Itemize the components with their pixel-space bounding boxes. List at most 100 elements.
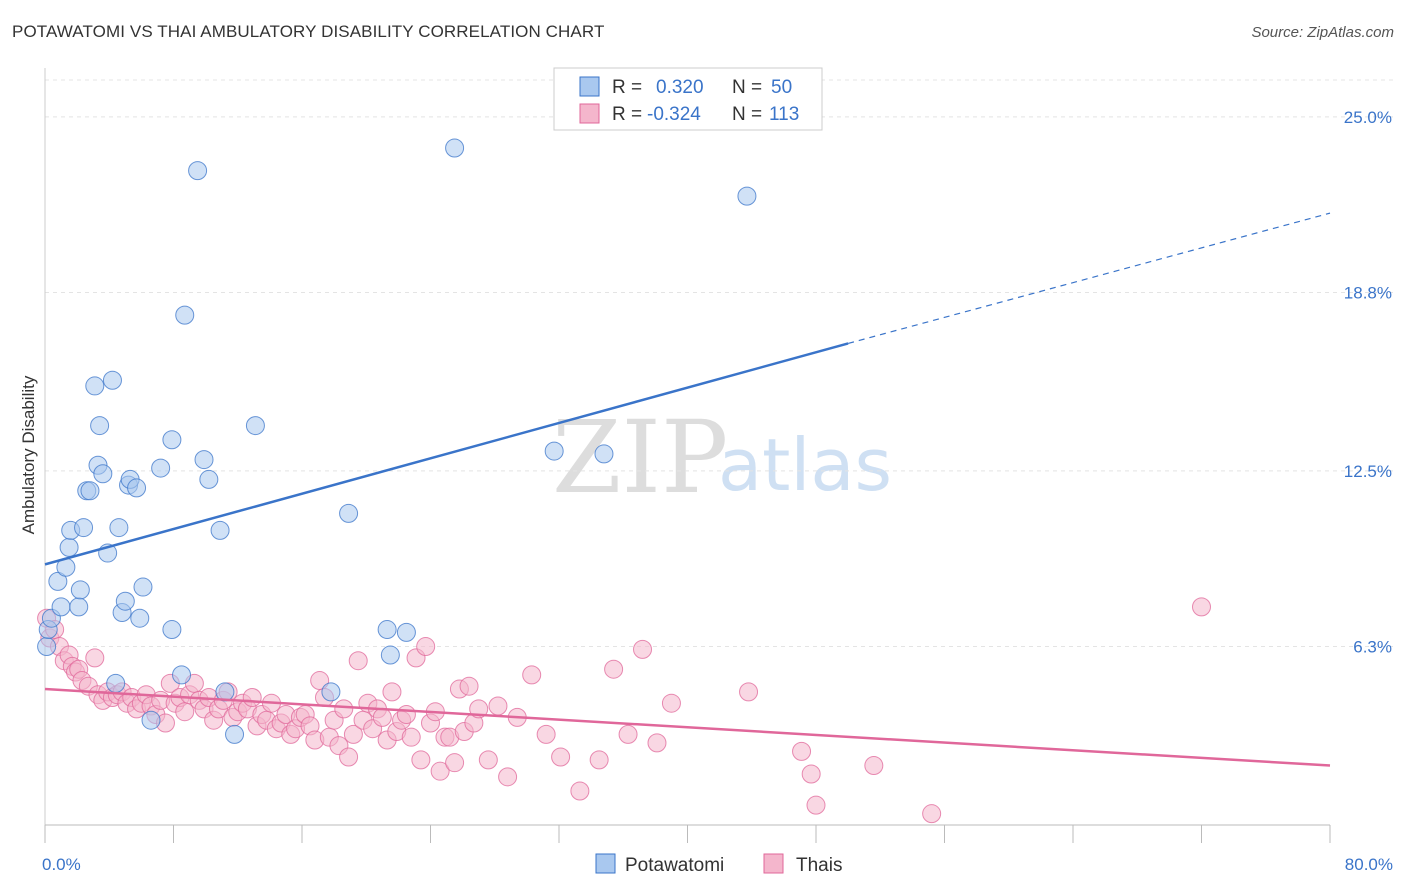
potawatomi-point — [210, 520, 230, 540]
potawatomi-point — [321, 682, 341, 702]
thais-point — [551, 747, 571, 767]
potawatomi-point — [141, 710, 161, 730]
potawatomi-point — [93, 464, 113, 484]
potawatomi-point — [130, 608, 150, 628]
thais-point — [647, 733, 667, 753]
potawatomi-point — [70, 580, 90, 600]
bottom-legend-swatch-potawatomi — [595, 853, 616, 874]
potawatomi-point — [194, 450, 214, 470]
source-label: Source: ZipAtlas.com — [1251, 24, 1394, 41]
potawatomi-point — [162, 620, 182, 640]
y-tick-labels: 6.3% 12.5% 18.8% 25.0% — [1344, 108, 1392, 657]
potawatomi-point — [109, 518, 129, 538]
legend-n-value-pink: 113 — [769, 104, 799, 125]
thais-point — [618, 724, 638, 744]
x-tick-labels: 0.0% 80.0% — [42, 855, 1393, 874]
thais-point — [570, 781, 590, 801]
legend-n-label-blue: N = — [732, 77, 762, 98]
potawatomi-point — [188, 161, 208, 181]
thais-point — [459, 676, 479, 696]
thais-point — [175, 702, 195, 722]
thais-point — [343, 724, 363, 744]
potawatomi-points — [37, 138, 757, 744]
thais-point — [488, 696, 508, 716]
watermark-zip: ZIP — [552, 399, 728, 516]
bottom-legend-swatch-thais — [763, 853, 784, 874]
thais-point — [411, 750, 431, 770]
potawatomi-point — [85, 376, 105, 396]
potawatomi-point — [380, 645, 400, 665]
legend-n-value-blue: 50 — [771, 77, 792, 98]
thais-point — [334, 699, 354, 719]
potawatomi-point — [59, 537, 79, 557]
thais-point — [339, 747, 359, 767]
thais-point — [739, 682, 759, 702]
thais-point — [372, 707, 392, 727]
potawatomi-point — [102, 370, 122, 390]
potawatomi-point — [115, 591, 135, 611]
thais-point — [401, 727, 421, 747]
chart-title: POTAWATOMI VS THAI AMBULATORY DISABILITY… — [12, 22, 605, 41]
potawatomi-point — [377, 620, 397, 640]
thais-point — [536, 724, 556, 744]
potawatomi-point — [74, 518, 94, 538]
thais-point — [416, 637, 436, 657]
potawatomi-point — [80, 481, 100, 501]
potawatomi-point — [175, 305, 195, 325]
potawatomi-point — [737, 186, 757, 206]
legend-r-value-blue: 0.320 — [656, 77, 704, 98]
axes — [44, 68, 1331, 843]
potawatomi-point — [162, 430, 182, 450]
thais-point — [922, 804, 942, 824]
potawatomi-point — [445, 138, 465, 158]
potawatomi-point — [544, 441, 564, 461]
thais-point — [604, 659, 624, 679]
legend-r-label-pink: R = — [612, 104, 642, 125]
bottom-legend-thais: Thais — [796, 855, 842, 876]
thais-point — [806, 795, 826, 815]
trend-lines — [44, 212, 1331, 767]
x-tick-label: 0.0% — [42, 855, 81, 874]
gridlines — [45, 79, 1395, 648]
y-tick-label: 6.3% — [1353, 638, 1392, 657]
potawatomi-point — [199, 469, 219, 489]
legend-r-value-pink: -0.324 — [647, 104, 701, 125]
legend-swatch-pink — [579, 103, 600, 124]
thais-point — [348, 651, 368, 671]
potawatomi-point — [151, 458, 171, 478]
thais-point — [478, 750, 498, 770]
potawatomi-point — [133, 577, 153, 597]
potawatomi-point — [225, 724, 245, 744]
legend-r-label-blue: R = — [612, 77, 642, 98]
potawatomi-point — [90, 416, 110, 436]
potawatomi-point — [51, 597, 71, 617]
potawatomi-point — [339, 503, 359, 523]
series-legend: Potawatomi Thais — [595, 853, 842, 876]
thais-point — [661, 693, 681, 713]
thais-trend-line — [44, 687, 1331, 767]
potawatomi-trend-line — [44, 342, 849, 566]
thais-point — [792, 741, 812, 761]
thais-point — [633, 639, 653, 659]
potawatomi-point — [594, 444, 614, 464]
thais-point — [445, 753, 465, 773]
thais-point — [864, 756, 884, 776]
thais-point — [430, 761, 450, 781]
potawatomi-point — [48, 571, 68, 591]
potawatomi-point — [69, 597, 89, 617]
thais-point — [85, 648, 105, 668]
potawatomi-point — [245, 416, 265, 436]
y-axis-label: Ambulatory Disability — [19, 375, 38, 534]
thais-point — [589, 750, 609, 770]
potawatomi-point — [172, 665, 192, 685]
potawatomi-trend-extension — [847, 212, 1331, 345]
thais-point — [396, 705, 416, 725]
thais-point — [382, 682, 402, 702]
potawatomi-point — [37, 637, 57, 657]
potawatomi-point — [127, 478, 147, 498]
thais-point — [1192, 597, 1211, 617]
thais-point — [498, 767, 518, 787]
x-tick-label: 80.0% — [1345, 855, 1393, 874]
potawatomi-point — [396, 622, 416, 642]
